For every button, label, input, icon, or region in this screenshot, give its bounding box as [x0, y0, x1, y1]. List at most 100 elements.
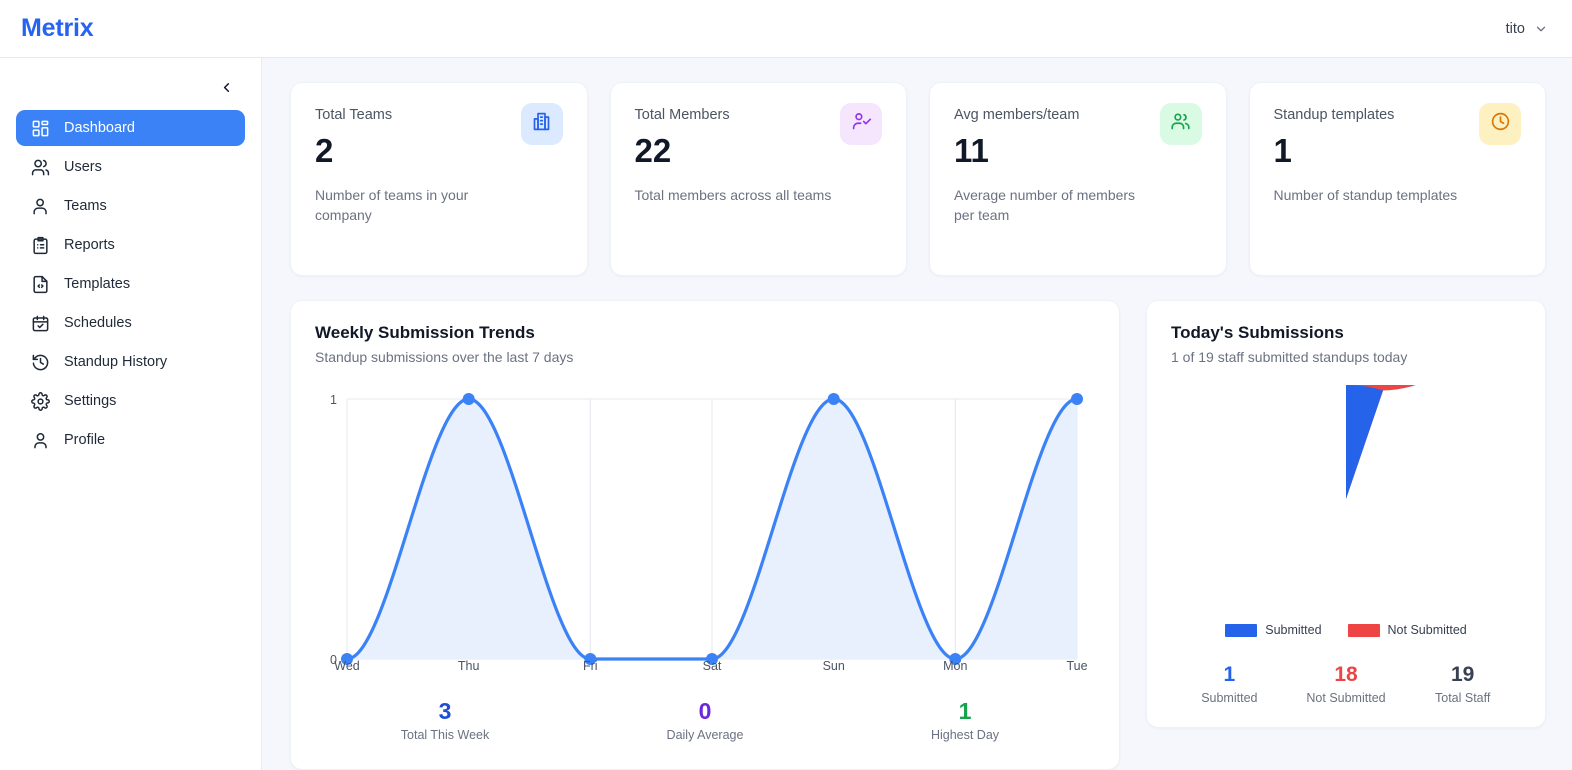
- sidebar: Dashboard Users Teams: [0, 58, 262, 770]
- user-icon: [30, 196, 50, 216]
- user-menu[interactable]: tito: [1506, 21, 1548, 37]
- sidebar-item-settings[interactable]: Settings: [16, 383, 245, 419]
- chart-area-fill: [347, 399, 1077, 659]
- weekly-trends-panel: Weekly Submission Trends Standup submiss…: [290, 300, 1120, 770]
- sidebar-item-label: Users: [64, 159, 102, 175]
- stat-card-top: Total Teams 2: [315, 103, 563, 167]
- summary-value: 18: [1334, 663, 1358, 686]
- pie-legend: Submitted Not Submitted: [1171, 623, 1521, 637]
- legend-swatch-not-submitted: [1347, 623, 1380, 637]
- x-tick-label: Sat: [702, 659, 722, 673]
- pie-chart-svg: [1346, 385, 1416, 499]
- stat-card-text: Avg members/team 11: [954, 103, 1079, 167]
- stat-card-icon-badge: [840, 103, 882, 145]
- stat-card-total-teams: Total Teams 2 Number of teams in your co…: [290, 82, 588, 276]
- line-chart-svg: 1 0: [330, 393, 1083, 667]
- trends-summary-item: 1 Highest Day: [835, 698, 1095, 743]
- clipboard-list-icon: [30, 235, 50, 255]
- user-menu-label: tito: [1505, 20, 1525, 37]
- stat-card-top: Total Members 22: [634, 103, 882, 169]
- summary-value: 1: [958, 698, 972, 724]
- sidebar-item-standup-history[interactable]: Standup History: [16, 344, 245, 380]
- stat-card-value: 1: [1273, 131, 1292, 169]
- users-icon: [30, 157, 50, 177]
- stat-card-label: Total Members: [634, 107, 730, 123]
- summary-label: Total This Week: [400, 728, 490, 743]
- stat-card-avg-members: Avg members/team 11 Average number of me…: [929, 82, 1227, 276]
- sidebar-item-label: Teams: [64, 198, 107, 214]
- sidebar-item-reports[interactable]: Reports: [16, 227, 245, 263]
- stat-card-icon-badge: [1159, 103, 1202, 145]
- stat-card-value: 11: [954, 131, 989, 169]
- chevron-down-icon: [1534, 22, 1548, 36]
- stat-card-icon-badge: [1479, 103, 1521, 145]
- x-tick-label: Mon: [943, 659, 968, 673]
- legend-label: Submitted: [1265, 623, 1322, 637]
- y-tick-0: 0: [330, 653, 337, 667]
- stat-card-label: Avg members/team: [954, 107, 1080, 123]
- x-tick-label: Fri: [583, 659, 598, 673]
- today-summary-item: 1 Submitted: [1171, 663, 1288, 705]
- sidebar-item-label: Settings: [64, 393, 117, 409]
- file-code-icon: [30, 274, 50, 294]
- panels-row: Weekly Submission Trends Standup submiss…: [290, 300, 1546, 770]
- stat-card-text: Total Teams 2: [315, 103, 392, 167]
- sidebar-item-dashboard[interactable]: Dashboard: [16, 110, 245, 146]
- sidebar-item-profile[interactable]: Profile: [16, 422, 245, 458]
- sidebar-item-schedules[interactable]: Schedules: [16, 305, 245, 341]
- panel-title: Weekly Submission Trends: [315, 323, 535, 342]
- sidebar-item-label: Dashboard: [64, 120, 135, 136]
- sidebar-item-users[interactable]: Users: [16, 149, 245, 185]
- stat-card-text: Standup templates 1: [1274, 103, 1395, 167]
- pie-slice-submitted: [1346, 385, 1384, 499]
- stat-card-top: Avg members/team 11: [954, 103, 1202, 167]
- pie-chart: [1171, 385, 1521, 613]
- trends-summary-item: 3 Total This Week: [315, 698, 575, 743]
- stat-card-desc: Number of teams in your company: [315, 186, 469, 224]
- stat-card-desc: Number of standup templates: [1273, 186, 1458, 203]
- stat-card-label: Standup templates: [1273, 107, 1395, 123]
- stat-card-value: 2: [315, 131, 334, 169]
- sidebar-item-label: Schedules: [64, 315, 132, 331]
- clock-icon: [1490, 111, 1511, 137]
- stat-cards-row: Total Teams 2 Number of teams in your co…: [290, 82, 1546, 276]
- panel-subtitle: Standup submissions over the last 7 days: [315, 349, 574, 365]
- sidebar-item-templates[interactable]: Templates: [16, 266, 245, 302]
- chart-line: [345, 397, 1079, 661]
- summary-label: Highest Day: [930, 728, 1000, 743]
- stat-card-total-members: Total Members 22 Total members across al…: [609, 82, 907, 276]
- chart-points: [341, 393, 1083, 665]
- user-check-icon: [851, 111, 872, 137]
- sidebar-item-label: Templates: [64, 276, 131, 292]
- x-tick-label: Tue: [1066, 659, 1088, 673]
- trends-summary-item: 0 Daily Average: [575, 698, 835, 743]
- app-logo[interactable]: Metrix: [21, 14, 94, 42]
- person-icon: [30, 430, 50, 450]
- summary-label: Submitted: [1201, 691, 1258, 706]
- stat-card-top: Standup templates 1: [1274, 103, 1521, 167]
- sidebar-nav: Dashboard Users Teams: [8, 110, 253, 458]
- gear-icon: [30, 391, 50, 411]
- summary-value: 0: [698, 698, 712, 724]
- stat-card-label: Total Teams: [315, 107, 393, 123]
- summary-label: Daily Average: [666, 728, 744, 743]
- legend-swatch-submitted: [1225, 623, 1258, 637]
- x-tick-label: Sun: [822, 659, 845, 673]
- trends-summary-row: 3 Total This Week 0 Daily Average 1 High…: [315, 698, 1095, 743]
- x-tick-label: Thu: [457, 659, 480, 673]
- layout-dashboard-icon: [30, 118, 50, 138]
- todays-submissions-panel: Today's Submissions 1 of 19 staff submit…: [1146, 300, 1546, 728]
- summary-label: Total Staff: [1435, 691, 1491, 706]
- sidebar-item-label: Reports: [64, 237, 115, 253]
- panel-subtitle: 1 of 19 staff submitted standups today: [1171, 349, 1408, 365]
- line-chart: 1 0: [315, 387, 1095, 677]
- chevron-left-icon[interactable]: [215, 76, 237, 98]
- chart-x-axis-labels: Wed Thu Fri Sat Sun Mon Tue: [315, 659, 1095, 677]
- legend-item: Submitted: [1225, 623, 1322, 637]
- top-header: Metrix tito: [0, 0, 1572, 58]
- stat-card-value: 22: [634, 131, 672, 169]
- y-tick-1: 1: [330, 393, 337, 407]
- summary-value: 1: [1223, 663, 1236, 686]
- sidebar-item-teams[interactable]: Teams: [16, 188, 245, 224]
